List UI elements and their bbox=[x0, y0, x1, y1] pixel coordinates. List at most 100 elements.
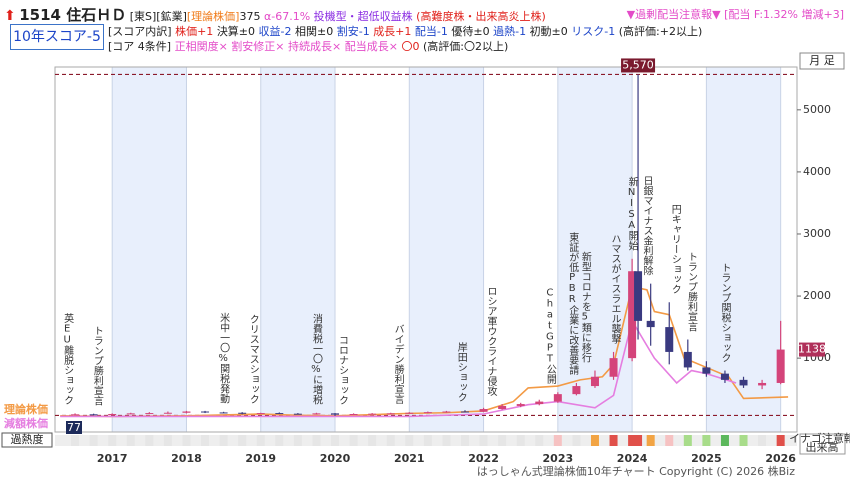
candle-body bbox=[238, 412, 247, 414]
event-annotation: ChatGPT公開 bbox=[544, 287, 556, 385]
candle-body bbox=[349, 413, 358, 415]
event-annotation: クリスマスショック bbox=[247, 314, 258, 404]
core-item: 割安修正× bbox=[231, 40, 285, 53]
candle-body bbox=[498, 405, 507, 410]
candle-body bbox=[646, 320, 655, 328]
candle-body bbox=[460, 411, 469, 413]
score-item: 決算±0 bbox=[216, 25, 256, 38]
period-label: 月 足 bbox=[809, 54, 835, 67]
heat-cell bbox=[108, 435, 117, 446]
heat-cell bbox=[460, 435, 469, 446]
theory-label: [理論株価] bbox=[186, 10, 240, 23]
x-tick-label: 2024 bbox=[617, 452, 648, 465]
x-tick-label: 2020 bbox=[320, 452, 351, 465]
heat-cell bbox=[739, 435, 748, 446]
score-item: リスク-1 bbox=[571, 25, 616, 38]
event-annotation: 岸田ショック bbox=[455, 342, 467, 402]
event-annotation: バイデン勝利宣言 bbox=[392, 324, 404, 405]
low-tag bbox=[66, 421, 82, 434]
alert-text: イナゴ注意報 bbox=[789, 431, 850, 445]
candle-body bbox=[590, 376, 599, 387]
event-annotation: 東証が低PBR企業に改善要請 bbox=[567, 231, 579, 376]
heat-cell bbox=[665, 435, 674, 446]
candle-body bbox=[739, 379, 748, 386]
alpha: α-67.1% bbox=[263, 10, 311, 23]
breakdown-note: (高評価:+2以上) bbox=[618, 25, 703, 38]
event-annotation: 日銀マイナス金利解除 bbox=[641, 176, 653, 276]
heat-cell bbox=[368, 435, 377, 446]
legend-label: 減額株価 bbox=[4, 416, 48, 430]
heat-cell bbox=[516, 435, 525, 446]
candle-body bbox=[553, 394, 562, 402]
dividend-row: ▼過剰配当注意報▼ [配当 F:1.32% 増減+3] bbox=[627, 6, 844, 22]
event-annotation: 米中一〇%関税発動 bbox=[218, 312, 230, 405]
candle-body bbox=[275, 413, 284, 415]
score-item: 初動±0 bbox=[529, 25, 568, 38]
heat-cell bbox=[646, 435, 655, 446]
score-item: 相関±0 bbox=[295, 25, 334, 38]
x-tick-label: 2019 bbox=[245, 452, 276, 465]
candle-body bbox=[89, 414, 98, 416]
candle-body bbox=[634, 271, 643, 321]
event-annotation: 円キャリーショック bbox=[669, 204, 681, 294]
heat-cell bbox=[256, 435, 265, 446]
heat-label: 過熱度 bbox=[11, 432, 44, 446]
y-tick-label: 5000 bbox=[803, 103, 831, 116]
heat-cell bbox=[628, 435, 637, 446]
candle-body bbox=[182, 411, 191, 413]
score-item: 優待±0 bbox=[451, 25, 490, 38]
heat-cell bbox=[89, 435, 98, 446]
candle-body bbox=[609, 358, 618, 377]
heat-cell bbox=[609, 435, 618, 446]
heat-cell bbox=[683, 435, 692, 446]
candle-body bbox=[293, 413, 302, 415]
period-box bbox=[799, 52, 845, 70]
candle-body bbox=[201, 411, 210, 413]
candle-body bbox=[516, 404, 525, 406]
candle-body bbox=[720, 373, 729, 380]
event-annotation: 英EU離脱ショック bbox=[62, 312, 74, 405]
high-tag bbox=[621, 58, 656, 73]
heat-cell bbox=[386, 435, 395, 446]
tags: (高難度株・出来高炎上株) bbox=[416, 10, 546, 23]
footer: はっしゃん式理論株価10年チャート Copyright (C) 2026 株Bi… bbox=[477, 464, 795, 478]
heat-cell bbox=[535, 435, 544, 446]
y-tick-label: 4000 bbox=[803, 165, 831, 178]
header: ⬆ 1514 住石ＨＤ [東S][鉱業][理論株価]375 α-67.1% 投機… bbox=[0, 0, 850, 56]
candle-body bbox=[776, 349, 785, 383]
heat-cell bbox=[590, 435, 599, 446]
core-item: 正相関度× bbox=[174, 40, 228, 53]
heat-cell bbox=[145, 435, 154, 446]
candle-body bbox=[71, 414, 80, 416]
plot-frame bbox=[54, 66, 798, 433]
score-item: 株価+1 bbox=[175, 25, 214, 38]
candle-body bbox=[219, 412, 228, 414]
x-tick-label: 2018 bbox=[171, 452, 202, 465]
title-row: ⬆ 1514 住石ＨＤ [東S][鉱業][理論株価]375 α-67.1% 投機… bbox=[4, 6, 546, 24]
x-tick-label: 2023 bbox=[543, 452, 574, 465]
heat-cell bbox=[479, 435, 488, 446]
heat-cell bbox=[293, 435, 302, 446]
candle-body bbox=[479, 409, 488, 412]
high-tag-text: 5,570 bbox=[622, 58, 654, 71]
event-annotation: ハマスがイスラエル襲撃 bbox=[609, 234, 621, 344]
candle-body bbox=[145, 413, 154, 415]
x-tick-label: 2021 bbox=[394, 452, 425, 465]
core-label: [コア 4条件] bbox=[108, 40, 172, 53]
event-annotation: 消費税一〇%に増税 bbox=[310, 313, 322, 406]
core-conditions: [コア 4条件] 正相関度× 割安修正× 持続成長× 配当成長× 〇0 (高評価… bbox=[108, 38, 508, 54]
x-tick-label: 2025 bbox=[691, 452, 722, 465]
heat-cell bbox=[498, 435, 507, 446]
y-tick-label: 2000 bbox=[803, 289, 831, 302]
event-annotation: トランプ関税ショック bbox=[719, 263, 731, 363]
candle-body bbox=[702, 367, 711, 374]
heat-cell bbox=[312, 435, 321, 446]
heat-cell bbox=[163, 435, 172, 446]
year-band bbox=[706, 67, 781, 432]
heat-cell bbox=[776, 435, 785, 446]
alert-text: 出来高 bbox=[806, 440, 839, 454]
alert-box bbox=[799, 433, 846, 455]
event-annotation: トランプ勝利宣言 bbox=[686, 252, 698, 333]
